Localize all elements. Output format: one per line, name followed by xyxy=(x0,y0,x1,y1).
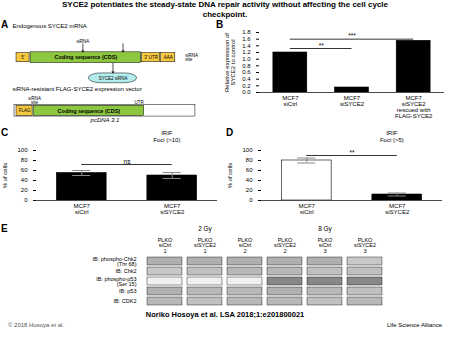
html-text:A: A xyxy=(1,19,9,30)
svg-text:PLKOsiCtrl1: PLKOsiCtrl1 xyxy=(158,237,173,254)
svg-text:**: ** xyxy=(319,42,325,49)
svg-text:PLKOsiSYCE23: PLKOsiSYCE23 xyxy=(354,237,376,254)
html-text:Noriko Hosoya et al. LSA 2018;: Noriko Hosoya et al. LSA 2018;1:e2018000… xyxy=(145,310,305,319)
svg-text:PLKOsiCtrl3: PLKOsiCtrl3 xyxy=(318,237,333,254)
html-text:D: D xyxy=(226,127,234,138)
svg-text:1.0: 1.0 xyxy=(242,56,251,62)
svg-text:MCF7siCtrl: MCF7siCtrl xyxy=(299,203,316,215)
svg-text:0.0: 0.0 xyxy=(242,89,251,95)
svg-text:MCF7siSYCE2: MCF7siSYCE2 xyxy=(340,95,365,107)
svg-text:IRIF: IRIF xyxy=(386,130,398,136)
svg-text:PLKOsiCtrl2: PLKOsiCtrl2 xyxy=(238,237,253,254)
svg-text:IB: phospho-p53(Ser 15): IB: phospho-p53(Ser 15) xyxy=(96,276,137,288)
svg-text:IB: phospho-Chk2(Thr 68): IB: phospho-Chk2(Thr 68) xyxy=(92,256,136,268)
svg-text:Coding sequence (CDS): Coding sequence (CDS) xyxy=(58,108,121,114)
svg-text:IB: Chk2: IB: Chk2 xyxy=(115,268,136,274)
svg-text:20: 20 xyxy=(21,187,28,193)
svg-text:siRNAsite: siRNAsite xyxy=(28,96,41,106)
html-text:Life Science Alliance: Life Science Alliance xyxy=(387,322,442,328)
svg-text:3' UTR: 3' UTR xyxy=(144,55,159,60)
html-text:E: E xyxy=(1,223,8,234)
svg-text:0: 0 xyxy=(249,197,253,203)
svg-text:siRNA-resistant FLAG-SYCE2 exp: siRNA-resistant FLAG-SYCE2 expression ve… xyxy=(13,86,142,92)
svg-text:40: 40 xyxy=(246,177,253,183)
svg-text:MCF7siSYCE2rescued withFLAG-SY: MCF7siSYCE2rescued withFLAG-SYCE2 xyxy=(395,95,433,119)
svg-text:siRNAsite: siRNAsite xyxy=(185,53,198,63)
html-text:B: B xyxy=(216,19,224,30)
svg-text:Relative expression ofSYCE2 to: Relative expression ofSYCE2 to control xyxy=(224,33,236,92)
svg-text:100: 100 xyxy=(17,147,28,153)
svg-text:ns: ns xyxy=(124,158,132,165)
svg-text:0.8: 0.8 xyxy=(242,63,251,69)
svg-text:MCF7siSYCE2: MCF7siSYCE2 xyxy=(385,203,410,215)
html-text:C: C xyxy=(1,127,9,138)
svg-text:60: 60 xyxy=(246,167,253,173)
svg-text:5': 5' xyxy=(21,55,25,60)
svg-text:Foci (>5): Foci (>5) xyxy=(380,137,404,143)
svg-text:1.6: 1.6 xyxy=(242,36,251,42)
svg-text:pcDNA 3.1: pcDNA 3.1 xyxy=(90,117,120,123)
svg-text:MCF7siSYCE2: MCF7siSYCE2 xyxy=(160,203,185,215)
svg-text:MCF7siCtrl: MCF7siCtrl xyxy=(282,95,299,107)
svg-text:Endogenous SYCE2 mRNA: Endogenous SYCE2 mRNA xyxy=(13,23,87,29)
svg-text:siRNA: siRNA xyxy=(76,39,89,44)
svg-text:0: 0 xyxy=(24,197,28,203)
svg-text:Coding sequence (CDS): Coding sequence (CDS) xyxy=(55,54,118,60)
html-text:© 2018 Hosoya et al.: © 2018 Hosoya et al. xyxy=(8,322,65,328)
svg-text:***: *** xyxy=(348,32,356,39)
svg-text:Foci (>10): Foci (>10) xyxy=(153,137,180,143)
svg-text:80: 80 xyxy=(246,157,253,163)
svg-text:AAA: AAA xyxy=(164,55,173,60)
svg-text:IB: CDK2: IB: CDK2 xyxy=(114,298,137,304)
svg-text:FLAG: FLAG xyxy=(19,108,31,113)
svg-text:UTR: UTR xyxy=(135,100,145,105)
svg-text:100: 100 xyxy=(242,147,253,153)
svg-text:% of cells: % of cells xyxy=(2,163,8,189)
svg-text:PLKOsiSYCE21: PLKOsiSYCE21 xyxy=(194,237,216,254)
svg-text:60: 60 xyxy=(21,167,28,173)
html-text:SYCE2 potentiates the steady-s: SYCE2 potentiates the steady-state DNA r… xyxy=(62,0,388,19)
svg-text:MCF7siCtrl: MCF7siCtrl xyxy=(74,203,91,215)
svg-text:2 Gy: 2 Gy xyxy=(198,225,212,233)
svg-text:PLKOsiSYCE22: PLKOsiSYCE22 xyxy=(274,237,296,254)
svg-text:SYCE2 siRNA: SYCE2 siRNA xyxy=(99,76,128,81)
svg-text:40: 40 xyxy=(21,177,28,183)
svg-text:80: 80 xyxy=(21,157,28,163)
svg-text:0.6: 0.6 xyxy=(242,69,251,75)
svg-text:1.2: 1.2 xyxy=(242,49,251,55)
svg-text:20: 20 xyxy=(246,187,253,193)
svg-text:IRIF: IRIF xyxy=(161,130,173,136)
svg-text:1.4: 1.4 xyxy=(242,43,251,49)
svg-text:0.4: 0.4 xyxy=(242,76,251,82)
svg-text:**: ** xyxy=(349,149,355,156)
svg-text:1.8: 1.8 xyxy=(242,29,251,35)
svg-text:% of cells: % of cells xyxy=(227,163,233,189)
svg-text:8 Gy: 8 Gy xyxy=(318,225,332,233)
svg-text:IB: p53: IB: p53 xyxy=(119,288,136,294)
svg-text:0.2: 0.2 xyxy=(242,83,251,89)
